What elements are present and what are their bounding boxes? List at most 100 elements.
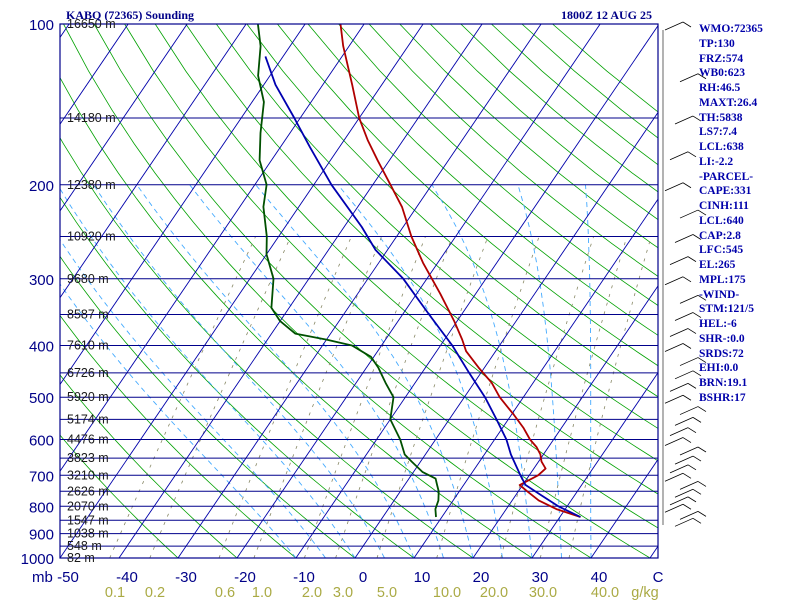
pressure-tick-label: 200	[29, 178, 54, 195]
series-parcel	[264, 56, 581, 518]
wind-barb-flag	[692, 417, 702, 423]
wind-barb-flag	[697, 73, 707, 80]
mixing-ratio-label: 1.0	[252, 585, 272, 600]
wind-barb	[664, 503, 684, 513]
mixing-ratio-label: 3.0	[333, 585, 353, 600]
series-dewpoint	[257, 24, 440, 518]
wind-barb	[669, 328, 689, 337]
mixing-ratio-line	[109, 236, 256, 558]
stat-item: STM:121/5	[699, 303, 754, 316]
wind-barb-flag	[682, 182, 692, 189]
height-label: 7610 m	[67, 339, 109, 353]
wind-barb-flag	[697, 357, 707, 363]
wind-barb-flag	[692, 312, 702, 318]
height-label: 2070 m	[67, 499, 109, 513]
wind-barb-flag	[687, 464, 697, 471]
wind-barb-flag	[697, 295, 707, 301]
mixing-ratio-line	[539, 236, 628, 558]
height-label: 4476 m	[67, 433, 109, 447]
stat-item: MPL:175	[699, 273, 746, 286]
stat-item: TP:130	[699, 37, 735, 50]
height-label: 548 m	[67, 539, 102, 553]
stat-item: RH:46.5	[699, 82, 741, 94]
stats-panel: WMO:72365 TP:130 FRZ:574 WB0:623 RH:46.5 MAXT…	[699, 22, 799, 406]
height-label: 3210 m	[67, 468, 109, 482]
mixing-ratio-label: 0.6	[215, 585, 235, 600]
pressure-tick-label: 300	[29, 272, 54, 289]
wind-barb-flag	[682, 343, 692, 349]
temperature-tick-label: 10	[414, 569, 431, 586]
temperature-tick-label: C	[653, 569, 664, 586]
wind-barb	[679, 481, 699, 490]
wind-barb-flag	[697, 406, 707, 412]
wind-barb	[669, 496, 689, 506]
mixing-ratio-label: 20.0	[480, 585, 508, 600]
pressure-tick-label: 400	[29, 339, 54, 356]
temperature-tick-label: -40	[116, 569, 138, 586]
wind-barb-flag	[697, 446, 707, 453]
stat-item: SRDS:72	[699, 347, 744, 360]
wind-barb-flag	[697, 511, 707, 517]
wind-barb-flag	[682, 503, 692, 510]
pressure-tick-label: 700	[29, 468, 54, 485]
moist-adiabat	[517, 184, 562, 558]
wind-barb-flag	[682, 21, 692, 28]
wind-barb-flag	[687, 151, 697, 158]
wind-barb	[664, 21, 684, 31]
stat-item: CAPE:331	[699, 185, 752, 198]
height-label: 1547 m	[67, 513, 109, 527]
wind-barb-flag	[692, 234, 702, 240]
wind-barb	[674, 115, 694, 125]
stat-item: -PARCEL-	[699, 170, 754, 183]
wind-barb	[674, 312, 694, 321]
isotherm	[60, 24, 424, 558]
pressure-tick-label: 500	[29, 390, 54, 407]
stat-item: EL:265	[699, 259, 736, 271]
wind-barb	[669, 256, 689, 265]
moist-adiabat	[337, 184, 503, 558]
stat-item: LCL:640	[699, 214, 744, 227]
pressure-unit-label: mb	[32, 569, 53, 586]
wind-barb-flag	[687, 256, 697, 262]
height-label: 2626 m	[67, 484, 109, 498]
moist-adiabat	[255, 184, 474, 558]
height-label: 8587 m	[67, 308, 109, 322]
wind-barb	[679, 406, 699, 415]
stat-item: MAXT:26.4	[699, 96, 758, 109]
wind-barb	[679, 294, 699, 304]
stat-item: HEL:-6	[699, 318, 737, 330]
mixing-ratio-line	[149, 236, 292, 558]
isotherm	[236, 24, 601, 558]
stat-item: LS7:7.4	[699, 126, 738, 139]
wind-barb	[679, 73, 699, 83]
wind-barb	[679, 209, 699, 219]
pressure-tick-label: 900	[29, 527, 54, 544]
isotherm	[472, 285, 658, 558]
isotherm	[590, 458, 658, 558]
moist-adiabat	[60, 187, 356, 558]
temperature-tick-label: 40	[591, 569, 608, 586]
stat-item: WB0:623	[699, 67, 745, 80]
mixing-ratio-line	[218, 236, 352, 558]
wind-barb	[674, 370, 694, 380]
wind-barb	[674, 234, 694, 243]
valid-time: 1800Z 12 AUG 25	[561, 8, 653, 22]
wind-barb	[664, 437, 684, 446]
wind-barb-flag	[697, 481, 707, 487]
wind-barb	[674, 517, 694, 527]
pressure-tick-label: 600	[29, 433, 54, 450]
wind-barb	[664, 182, 684, 192]
isotherm	[60, 24, 188, 212]
mixing-ratio-unit: g/kg	[631, 585, 658, 600]
isotherm	[60, 24, 129, 125]
plot-frame	[59, 23, 659, 559]
isotherm	[354, 111, 658, 558]
stat-item: LFC:545	[699, 244, 744, 257]
stat-item: TH:5838	[699, 111, 743, 124]
wind-barbs	[664, 21, 707, 527]
wind-barb-flag	[682, 437, 692, 443]
dry-adiabat	[93, 24, 651, 558]
stat-item: BRN:19.1	[699, 377, 748, 389]
wind-barb-flag	[682, 394, 692, 401]
